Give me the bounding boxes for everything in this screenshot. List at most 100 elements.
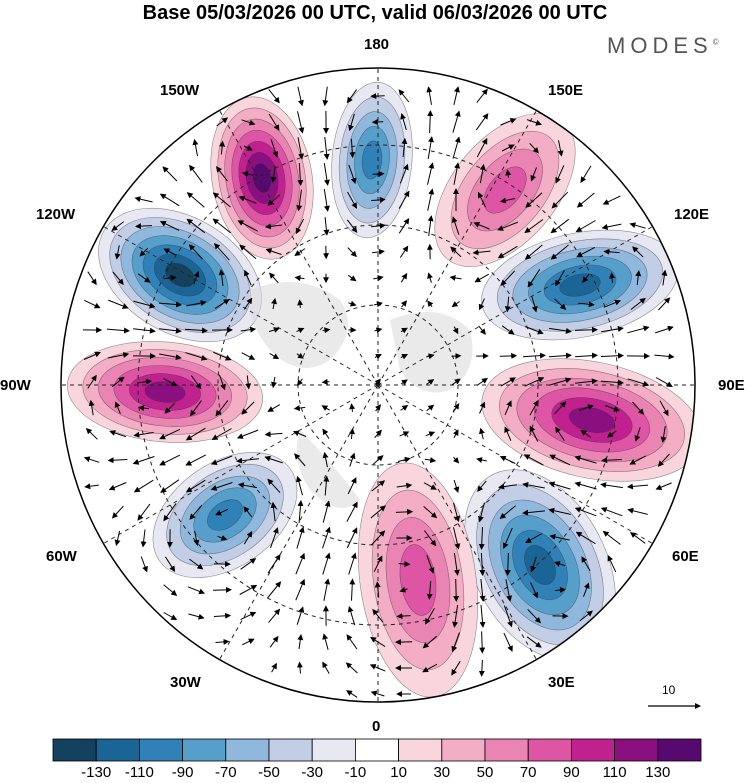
flow-vector — [163, 248, 176, 256]
flow-vector — [190, 400, 202, 417]
flow-vector — [657, 453, 670, 467]
anomaly-field — [66, 81, 695, 698]
flow-vector — [114, 401, 121, 414]
flow-vector — [108, 482, 127, 491]
flow-vector — [374, 354, 382, 360]
flow-vector — [349, 428, 355, 440]
flow-vector — [185, 427, 206, 441]
flow-vector — [240, 558, 257, 570]
flow-vector — [374, 429, 382, 438]
flow-vector — [400, 405, 409, 411]
flow-vector — [188, 244, 203, 260]
flow-vector — [321, 378, 330, 385]
flow-vector — [111, 376, 125, 388]
flow-vector — [426, 379, 435, 385]
flow-vector — [497, 245, 518, 259]
colorbar-swatch — [354, 738, 399, 762]
flow-vector — [323, 475, 330, 496]
colorbar-swatch — [398, 738, 443, 762]
flow-vector — [549, 377, 572, 386]
flow-vector — [109, 430, 126, 438]
flow-vector — [132, 456, 155, 465]
flow-vector — [111, 221, 125, 232]
flow-vector — [243, 506, 253, 518]
flow-vector — [479, 552, 486, 576]
flow-vector — [193, 530, 200, 546]
flow-vector — [159, 327, 182, 334]
flow-vector — [476, 377, 488, 386]
flow-vector — [499, 455, 516, 464]
flow-vector — [555, 426, 565, 441]
anomaly-center-8 — [152, 452, 298, 578]
flow-vector — [372, 455, 384, 465]
flow-vector — [548, 481, 571, 490]
flow-vector — [479, 401, 486, 414]
modes-logo: MODES© — [607, 33, 719, 59]
flow-vector — [163, 612, 178, 620]
flow-vector — [218, 374, 226, 391]
flow-vector — [424, 457, 437, 464]
flow-vector — [626, 483, 649, 490]
reference-vector-label: 10 — [662, 683, 676, 697]
flow-vector — [527, 609, 541, 624]
lon-label-0: 0 — [372, 718, 381, 735]
flow-vector — [423, 506, 438, 519]
flow-vector — [604, 405, 620, 412]
flow-vector — [189, 504, 203, 520]
flow-vector — [549, 534, 570, 541]
flow-vector — [473, 222, 490, 230]
colorbar-tick-label: 110 — [602, 764, 627, 781]
flow-vector — [243, 145, 253, 151]
flow-vector — [372, 170, 385, 177]
flow-vector — [236, 457, 259, 464]
anomaly-contour — [524, 545, 556, 585]
lon-label-30w: 30W — [170, 674, 201, 691]
flow-vector — [267, 553, 281, 574]
flow-vector — [294, 453, 306, 467]
flow-vector — [475, 113, 489, 131]
flow-vector — [632, 401, 645, 415]
flow-vector — [453, 527, 461, 550]
meridian-line — [377, 384, 656, 546]
flow-vector — [160, 479, 180, 493]
flow-vector — [501, 325, 515, 335]
flow-vector — [297, 500, 304, 524]
flow-vector — [133, 479, 154, 493]
flow-vector — [479, 604, 486, 628]
flow-vector — [215, 400, 229, 417]
flow-vector — [451, 301, 460, 308]
flow-vector — [524, 219, 544, 234]
flow-vector — [187, 586, 206, 595]
flow-vector — [137, 273, 151, 283]
colorbar-swatch — [614, 738, 659, 762]
flow-vector — [297, 86, 304, 107]
flow-vector — [504, 400, 512, 416]
flow-vector — [426, 86, 433, 105]
flow-vector — [395, 508, 414, 515]
flow-vector — [322, 552, 331, 575]
flow-vector — [264, 223, 283, 230]
flow-vector — [601, 223, 622, 230]
flow-vector — [427, 215, 434, 236]
logo-text: MODES — [607, 33, 713, 58]
flow-vector — [323, 578, 331, 601]
flow-vector — [214, 299, 230, 309]
flow-vector — [140, 556, 148, 573]
flow-vector — [554, 561, 566, 567]
flow-vector — [112, 271, 124, 285]
flow-vector — [322, 633, 329, 650]
flow-vector — [292, 430, 307, 437]
flow-vector — [427, 188, 435, 211]
flow-vector — [85, 427, 98, 440]
flow-vector — [271, 662, 277, 673]
flow-vector — [295, 552, 306, 575]
colorbar-tick-label: -30 — [301, 764, 324, 781]
flow-vector — [188, 613, 205, 620]
flow-vector — [452, 605, 459, 628]
flow-vector — [499, 352, 518, 359]
flow-vector — [111, 505, 124, 519]
flow-vector — [629, 455, 647, 465]
flow-vector — [600, 379, 624, 386]
flow-vector — [133, 431, 154, 438]
flow-vector — [346, 634, 358, 650]
